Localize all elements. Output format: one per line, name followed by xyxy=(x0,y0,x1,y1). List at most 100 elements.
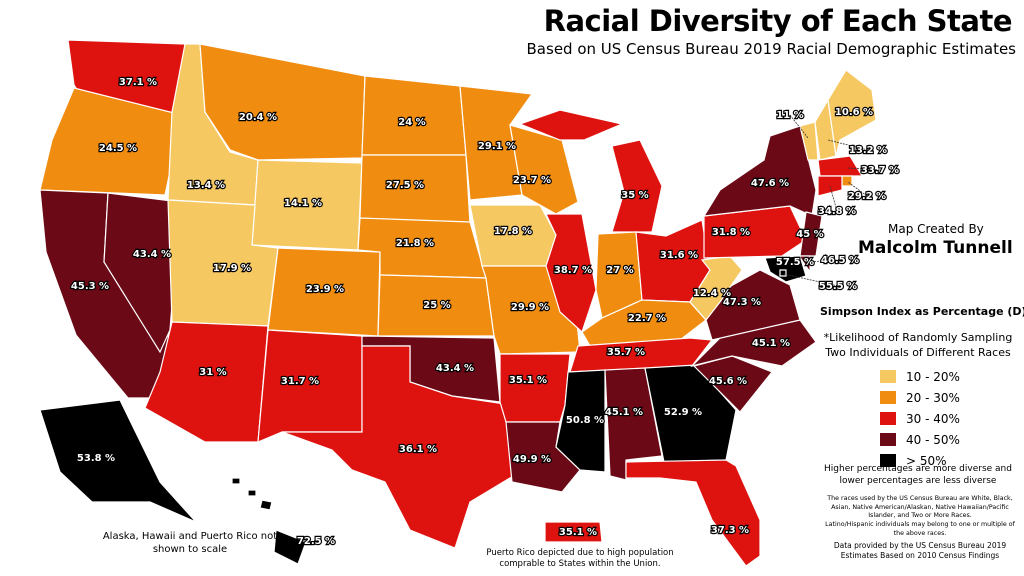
leader-lines xyxy=(783,114,881,287)
state-shape xyxy=(247,489,257,497)
state-value-label: 33.7 % xyxy=(861,165,899,176)
leader-line xyxy=(847,181,868,197)
legend-item: 20 - 30% xyxy=(880,387,960,408)
state-value-label: 31 % xyxy=(199,367,226,378)
state-value-label: 23.7 % xyxy=(513,175,551,186)
state-shape xyxy=(199,43,366,161)
state-shape xyxy=(764,255,807,283)
state-shape xyxy=(281,345,516,549)
state-shape xyxy=(39,399,197,523)
state-value-label: 57.5 % xyxy=(776,257,814,268)
state-value-label: 45.1 % xyxy=(605,407,643,418)
leader-line xyxy=(827,139,869,151)
state-value-label: 35 % xyxy=(621,190,648,201)
state-value-label: 24.5 % xyxy=(99,143,137,154)
state-shape xyxy=(499,353,571,423)
state-shape xyxy=(644,364,737,463)
credit-author: Malcolm Tunnell xyxy=(858,238,1013,258)
legend-item: 10 - 20% xyxy=(880,366,960,387)
state-value-label: 37.1 % xyxy=(119,77,157,88)
credit: Map Created By xyxy=(888,222,984,236)
state-value-label: 45.6 % xyxy=(709,376,747,387)
state-value-label: 20.4 % xyxy=(239,112,277,123)
title: Racial Diversity of Each State xyxy=(543,4,1013,38)
leader-line xyxy=(829,185,838,212)
states xyxy=(39,39,877,567)
leader-line xyxy=(847,167,881,171)
state-value-label: 27 % xyxy=(606,265,633,276)
note: The races used by the US Census Bureau a… xyxy=(827,495,1013,519)
note: Data provided by the US Census Bureau 20… xyxy=(833,541,1007,560)
legend-item: 30 - 40% xyxy=(880,408,960,429)
legend-title: Simpson Index as Percentage (D)* xyxy=(820,305,1024,318)
subtitle: Based on US Census Bureau 2019 Racial De… xyxy=(526,40,1016,58)
state-value-label: 27.5 % xyxy=(386,180,424,191)
state-shape xyxy=(779,269,787,277)
state-shape xyxy=(689,255,743,321)
state-value-label: 29.9 % xyxy=(511,302,549,313)
legend-label: 30 - 40% xyxy=(906,411,960,426)
state-shape xyxy=(702,125,817,217)
state-value-label: 47.6 % xyxy=(751,178,789,189)
state-value-label: 29.1 % xyxy=(478,141,516,152)
legend-swatch xyxy=(880,370,896,383)
state-value-label: 29.2 % xyxy=(848,191,886,202)
legend-item: 40 - 50% xyxy=(880,429,960,450)
state-shape xyxy=(361,75,467,156)
state-value-label: 38.7 % xyxy=(554,265,592,276)
state-value-label: 45.1 % xyxy=(752,338,790,349)
state-value-label: 31.8 % xyxy=(712,227,750,238)
state-value-label: 24 % xyxy=(398,117,425,128)
state-shape xyxy=(817,155,864,177)
legend-swatch xyxy=(880,454,896,467)
state-value-label: 45 % xyxy=(796,229,823,240)
legend-swatch xyxy=(880,433,896,446)
legend-label: 10 - 20% xyxy=(906,369,960,384)
legend-swatch xyxy=(880,412,896,425)
state-shape xyxy=(799,211,823,257)
state-value-label: 14.1 % xyxy=(284,198,322,209)
legend-label: 40 - 50% xyxy=(906,432,960,447)
state-value-label: 17.8 % xyxy=(494,226,532,237)
state-value-label: 53.8 % xyxy=(77,453,115,464)
state-shape xyxy=(827,69,877,157)
legend: 10 - 20% 20 - 30% 30 - 40% 40 - 50% > 50% xyxy=(880,366,960,471)
state-shape xyxy=(518,109,624,141)
state-value-label: 13.4 % xyxy=(187,180,225,191)
state-value-label: 72.5 % xyxy=(297,536,335,547)
legend-footnote: *Likelihood of Randomly Sampling Two Ind… xyxy=(823,331,1013,359)
state-shape xyxy=(569,337,714,373)
state-value-label: 31.7 % xyxy=(281,376,319,387)
state-value-label: 21.8 % xyxy=(396,238,434,249)
state-value-label: 47.3 % xyxy=(723,297,761,308)
state-value-label: 34.8 % xyxy=(818,206,856,217)
legend-item: > 50% xyxy=(880,450,960,471)
state-value-label: 50.8 % xyxy=(566,415,604,426)
state-value-label: 36.1 % xyxy=(399,444,437,455)
puerto-rico-note: Puerto Rico depicted due to high populat… xyxy=(486,548,674,569)
state-shape xyxy=(611,139,663,233)
state-value-label: 11 % xyxy=(776,110,803,121)
state-labels: 37.1 % 24.5 % 45.3 % 43.4 % 13.4 % 20.4 % 14.1… xyxy=(70,76,901,548)
legend-label: 20 - 30% xyxy=(906,390,960,405)
state-value-label: 22.7 % xyxy=(628,313,666,324)
state-shape xyxy=(273,529,307,565)
note: Latino/Hispanic individuals may belong t… xyxy=(825,521,1015,537)
state-shape xyxy=(231,477,241,485)
state-shape xyxy=(625,459,761,567)
state-value-label: 35.1 % xyxy=(509,375,547,386)
state-value-label: 13.2 % xyxy=(849,145,887,156)
state-value-label: 52.9 % xyxy=(664,407,702,418)
state-value-label: 25 % xyxy=(423,300,450,311)
state-value-label: 49.9 % xyxy=(513,454,551,465)
state-value-label: 17.9 % xyxy=(213,263,251,274)
state-value-label: 45.3 % xyxy=(71,281,109,292)
state-value-label: 46.5 % xyxy=(821,255,859,266)
state-shape xyxy=(545,213,597,334)
state-value-label: 35.1 % xyxy=(559,527,597,538)
scale-note: Alaska, Hawaii and Puerto Rico not shown… xyxy=(102,531,278,555)
state-value-label: 10.6 % xyxy=(835,107,873,118)
state-value-label: 43.4 % xyxy=(436,363,474,374)
